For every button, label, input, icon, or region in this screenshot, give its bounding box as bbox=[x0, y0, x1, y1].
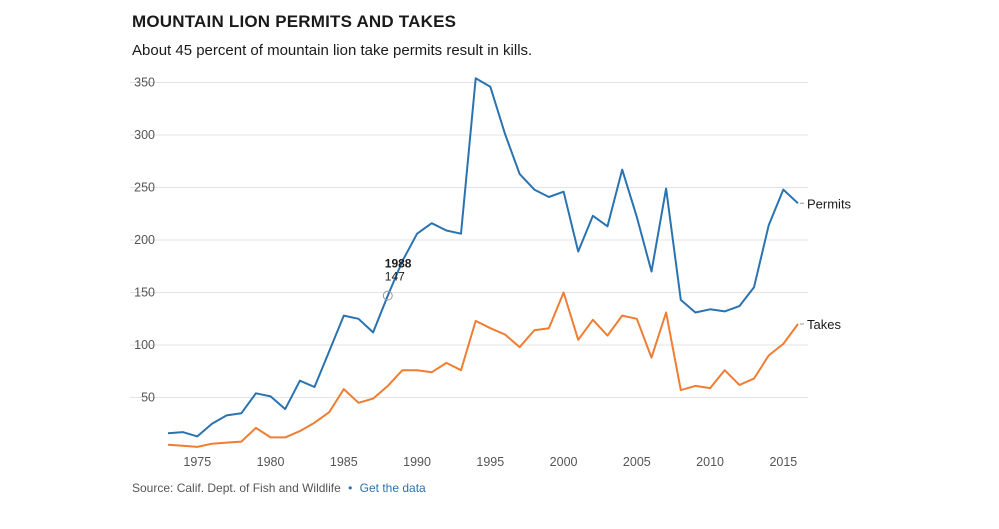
chart-footer: Source: Calif. Dept. of Fish and Wildlif… bbox=[132, 481, 426, 495]
x-tick-label: 2010 bbox=[696, 455, 724, 469]
series-line-permits[interactable] bbox=[168, 78, 798, 436]
gridlines bbox=[130, 83, 808, 398]
line-chart[interactable]: 50 100 150 200 250 300 350 1975 1980 1985 1990 199… bbox=[0, 0, 999, 470]
annotation-value: 147 bbox=[385, 270, 405, 284]
x-tick-label: 1985 bbox=[330, 455, 358, 469]
y-tick-label: 300 bbox=[134, 128, 155, 142]
y-axis-tick-labels: 50 100 150 200 250 300 350 bbox=[134, 76, 155, 405]
x-axis-tick-labels: 1975 1980 1985 1990 1995 2000 2005 2010 2015 bbox=[183, 455, 797, 469]
x-tick-label: 2015 bbox=[769, 455, 797, 469]
x-tick-label: 1975 bbox=[183, 455, 211, 469]
annotation-year: 1988 bbox=[385, 257, 412, 271]
separator-dot: • bbox=[348, 481, 352, 495]
series-line-takes[interactable] bbox=[168, 293, 798, 447]
y-tick-label: 150 bbox=[134, 286, 155, 300]
y-tick-label: 350 bbox=[134, 76, 155, 90]
series-labels: Permits Takes bbox=[800, 196, 852, 332]
x-tick-label: 2000 bbox=[550, 455, 578, 469]
x-tick-label: 1980 bbox=[257, 455, 285, 469]
y-tick-label: 200 bbox=[134, 233, 155, 247]
x-tick-label: 1990 bbox=[403, 455, 431, 469]
series-label-permits: Permits bbox=[807, 196, 852, 211]
y-tick-label: 50 bbox=[141, 391, 155, 405]
series-label-takes: Takes bbox=[807, 317, 841, 332]
y-tick-label: 100 bbox=[134, 338, 155, 352]
y-tick-label: 250 bbox=[134, 181, 155, 195]
get-the-data-link[interactable]: Get the data bbox=[360, 481, 426, 495]
x-tick-label: 2005 bbox=[623, 455, 651, 469]
series-lines bbox=[168, 78, 798, 447]
source-note: Source: Calif. Dept. of Fish and Wildlif… bbox=[132, 481, 341, 495]
x-tick-label: 1995 bbox=[476, 455, 504, 469]
